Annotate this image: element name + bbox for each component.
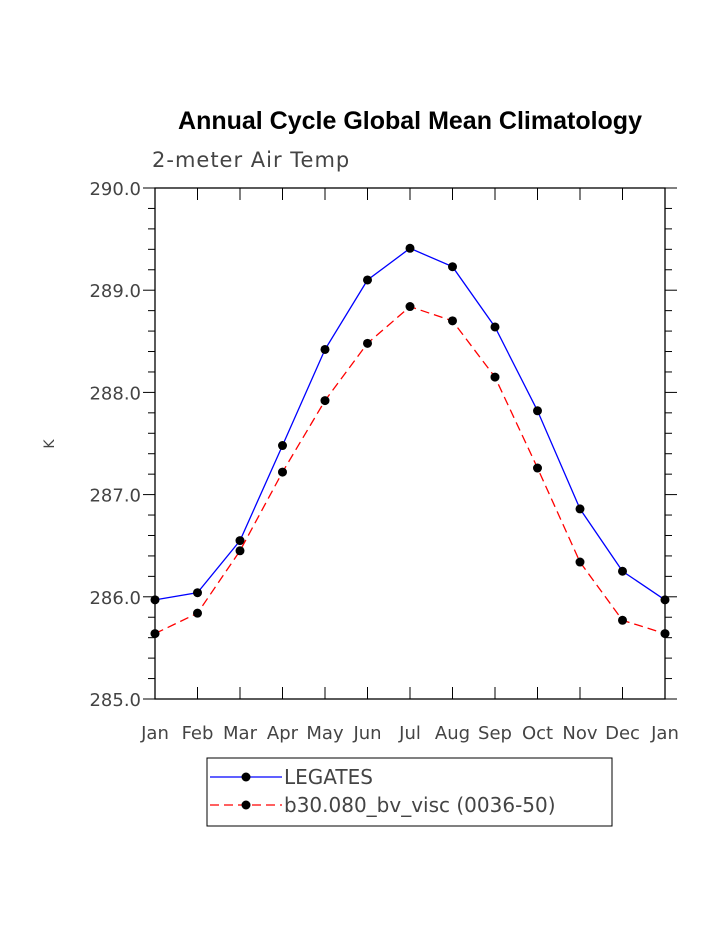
series-line [154, 305, 666, 635]
data-point [490, 372, 500, 382]
series-layer [150, 243, 670, 639]
data-point [150, 629, 160, 639]
data-point [660, 595, 670, 605]
data-point [150, 595, 160, 605]
data-point [575, 557, 585, 567]
y-tick-label: 288.0 [89, 383, 141, 404]
data-point [278, 467, 287, 477]
data-point [448, 262, 457, 272]
legend-marker [241, 800, 251, 810]
x-tick-label: Jan [140, 723, 169, 744]
data-point [320, 396, 330, 406]
y-tick-label: 285.0 [89, 690, 141, 711]
data-point [405, 243, 415, 253]
y-tick-label: 286.0 [89, 588, 141, 609]
plot-frame [154, 187, 666, 700]
series-1 [150, 243, 670, 605]
legend-label: LEGATES [284, 765, 373, 789]
data-point [533, 406, 542, 416]
data-point [618, 615, 627, 625]
data-point [193, 608, 202, 618]
x-tick-label: Aug [435, 723, 470, 744]
data-point [193, 588, 202, 598]
data-point [448, 316, 457, 326]
x-tick-label: Apr [267, 723, 299, 744]
data-point [320, 344, 330, 354]
data-point [533, 463, 542, 473]
y-tick-label: 290.0 [89, 179, 141, 200]
series-line [154, 247, 666, 601]
chart-subtitle: 2-meter Air Temp [152, 148, 350, 172]
legend-label: b30.080_bv_visc (0036-50) [284, 793, 556, 817]
x-tick-label: Mar [223, 723, 258, 744]
data-point [575, 504, 585, 514]
x-tick-label: Oct [522, 723, 553, 744]
data-point [490, 322, 500, 332]
y-tick-label: 287.0 [89, 486, 141, 507]
x-tick-label: Jan [650, 723, 679, 744]
x-tick-label: Jul [398, 723, 421, 744]
legend-marker [241, 772, 251, 782]
chart-title: Annual Cycle Global Mean Climatology [178, 107, 642, 135]
x-tick-label: May [306, 723, 344, 744]
legend-item: b30.080_bv_visc (0036-50) [210, 793, 556, 817]
series-2 [150, 302, 670, 639]
x-tick-label: Feb [182, 723, 214, 744]
legend-box [206, 757, 613, 827]
data-point [235, 536, 245, 546]
data-point [660, 629, 670, 639]
x-tick-label: Nov [562, 723, 597, 744]
x-tick-label: Sep [478, 723, 512, 744]
data-point [363, 275, 372, 285]
data-point [618, 566, 627, 576]
data-point [235, 546, 245, 556]
data-point [363, 338, 372, 348]
x-tick-label: Dec [605, 723, 640, 744]
data-point [278, 441, 287, 451]
x-tick-label: Jun [352, 723, 381, 744]
legend: LEGATES b30.080_bv_visc (0036-50) [206, 757, 613, 827]
y-tick-label: 289.0 [89, 281, 141, 302]
y-axis-label: K [42, 439, 58, 449]
legend-item: LEGATES [210, 765, 373, 789]
axes: Jan Feb Mar Apr May Jun Jul Aug Sep Oct Nov Dec Jan 2… [89, 179, 678, 744]
data-point [405, 302, 415, 312]
